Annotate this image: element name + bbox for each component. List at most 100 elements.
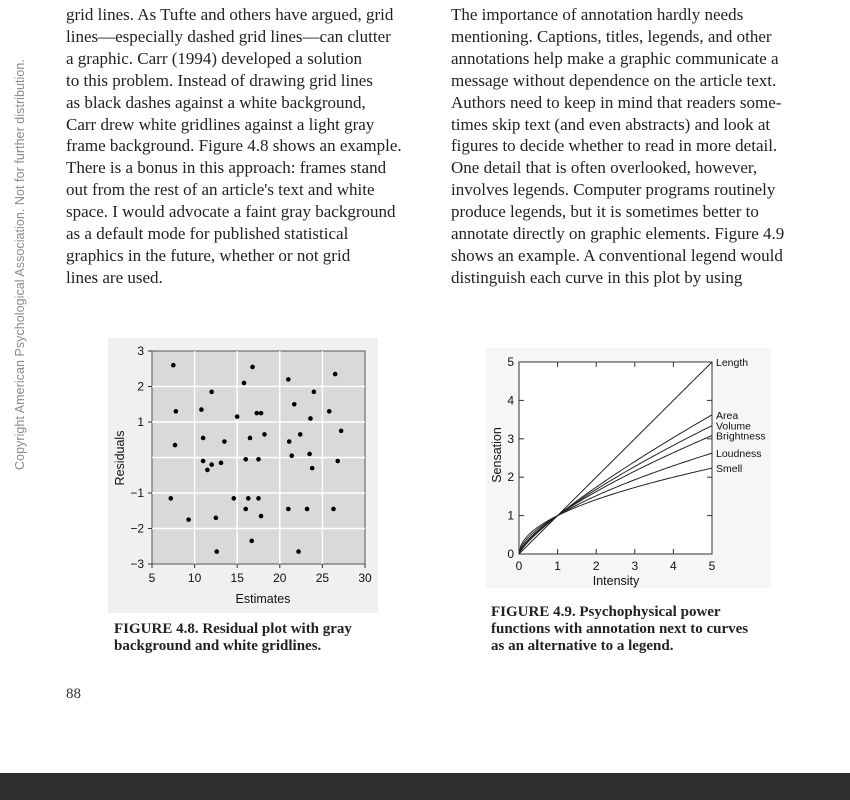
caption-line: FIGURE 4.8. Residual plot with gray <box>114 621 352 637</box>
data-point <box>304 506 310 512</box>
x-tick-label: 4 <box>670 559 677 573</box>
data-point <box>171 362 176 368</box>
caption-line: FIGURE 4.9. Psychophysical power <box>491 604 721 620</box>
data-point <box>326 409 332 414</box>
curve-loudness <box>518 452 713 555</box>
residual-scatter-plot: 5 10 15 20 25 30 −3 −2 −1 1 2 3 Estimates Residual… <box>108 338 378 613</box>
data-point <box>309 465 315 471</box>
y-tick-label: 2 <box>137 380 144 394</box>
x-tick-label: 0 <box>516 559 523 573</box>
y-tick-label: 4 <box>507 393 514 407</box>
data-point <box>258 513 264 519</box>
copyright-side-note: Copyright American Psychological Associa… <box>0 0 27 470</box>
x-tick-label: 20 <box>273 571 287 585</box>
data-point <box>209 389 214 395</box>
data-point <box>307 451 312 457</box>
data-point <box>332 371 338 377</box>
data-point <box>213 515 219 521</box>
left-text-column: grid lines. As Tufte and others have arg… <box>66 4 418 289</box>
y-tick-label: 0 <box>507 547 514 561</box>
data-point <box>186 517 191 522</box>
data-point <box>335 458 341 464</box>
text-line: times skip text (and even abstracts) and… <box>451 114 771 134</box>
figure-4-8: 5 10 15 20 25 30 −3 −2 −1 1 2 3 Estimates Residual… <box>108 338 378 613</box>
data-point <box>173 409 179 414</box>
right-text-column: The importance of annotation hardly need… <box>451 4 811 289</box>
data-point <box>331 506 336 512</box>
footer-bar <box>0 773 850 800</box>
y-tick-label: 3 <box>507 432 514 446</box>
text-line: as black dashes against a white backgrou… <box>66 92 366 112</box>
curve-label-length: Length <box>716 357 748 369</box>
data-point <box>243 506 249 512</box>
text-line: lines are used. <box>66 267 163 287</box>
x-tick-label: 15 <box>231 571 245 585</box>
curve-label-volume: Volume <box>716 421 751 433</box>
curve-label-smell: Smell <box>716 463 742 475</box>
data-point <box>286 506 291 512</box>
curve-label-loudness: Loudness <box>716 448 762 460</box>
data-point <box>241 380 247 386</box>
right-paragraph: The importance of annotation hardly need… <box>451 4 811 289</box>
text-line: figures to decide whether to read in mor… <box>451 136 778 156</box>
data-point <box>243 456 249 462</box>
data-point <box>231 496 237 501</box>
x-tick-label: 10 <box>188 571 202 585</box>
data-point <box>218 460 224 466</box>
x-axis-label: Intensity <box>593 574 640 588</box>
data-point <box>205 467 210 473</box>
text-line: as a default mode for published statisti… <box>66 224 349 244</box>
y-tick-label: −3 <box>130 557 144 571</box>
y-tick-label: 1 <box>507 509 514 523</box>
data-point <box>168 496 174 501</box>
y-tick-label: −1 <box>130 486 144 500</box>
text-line: annotate directly on graphic elements. F… <box>451 224 785 244</box>
text-line: Carr drew white gridlines against a ligh… <box>66 114 375 134</box>
data-point <box>338 428 344 434</box>
x-tick-label: 25 <box>316 571 330 585</box>
curve-smell <box>518 467 713 555</box>
data-point <box>308 416 313 421</box>
y-tick-label: 5 <box>507 355 514 369</box>
data-point <box>249 538 254 544</box>
left-paragraph: grid lines. As Tufte and others have arg… <box>66 4 418 289</box>
data-point <box>256 496 261 501</box>
text-line: to this problem. Instead of drawing grid… <box>66 70 373 90</box>
y-tick-label: 3 <box>137 344 144 358</box>
text-line: graphics in the future, whether or not g… <box>66 245 351 265</box>
y-axis-label: Sensation <box>490 427 504 483</box>
text-line: produce legends, but it is sometimes bet… <box>451 202 759 222</box>
y-axis-label: Residuals <box>113 431 127 486</box>
text-line: There is a bonus in this approach: frame… <box>66 158 387 178</box>
figure-4-8-caption: FIGURE 4.8. Residual plot with gray back… <box>114 621 352 655</box>
data-point <box>222 439 227 444</box>
data-point <box>296 549 301 554</box>
text-line: mentioning. Captions, titles, legends, a… <box>451 26 772 46</box>
y-tick-label: 2 <box>507 470 514 484</box>
x-tick-label: 30 <box>358 571 372 585</box>
curve-label-brightness: Brightness <box>716 431 766 443</box>
data-point <box>311 389 317 395</box>
text-line: Authors need to keep in mind that reader… <box>451 92 782 112</box>
y-tick-label: −2 <box>130 522 144 536</box>
y-tick-label: 1 <box>137 415 144 429</box>
data-point <box>250 364 255 370</box>
text-line: message without dependence on the articl… <box>451 70 777 90</box>
power-function-plot: 0 1 2 3 4 5 0 1 2 3 4 5 Length AreaVolumeBrightness… <box>486 348 771 588</box>
text-line: involves legends. Computer programs rout… <box>451 180 776 200</box>
copyright-text: Copyright American Psychological Associa… <box>13 59 27 470</box>
data-point <box>289 453 295 459</box>
curve-length <box>518 361 713 555</box>
data-point <box>297 432 303 437</box>
data-point <box>172 442 178 448</box>
x-tick-label: 1 <box>554 559 561 573</box>
data-point <box>286 439 292 444</box>
x-tick-label: 3 <box>631 559 638 573</box>
text-line: shows an example. A conventional legend … <box>451 245 783 265</box>
x-tick-label: 2 <box>593 559 600 573</box>
caption-line: functions with annotation next to curves <box>491 621 749 637</box>
text-line: The importance of annotation hardly need… <box>451 5 744 24</box>
data-point <box>262 432 267 437</box>
text-line: grid lines. As Tufte and others have arg… <box>66 5 394 24</box>
data-point <box>209 462 214 467</box>
